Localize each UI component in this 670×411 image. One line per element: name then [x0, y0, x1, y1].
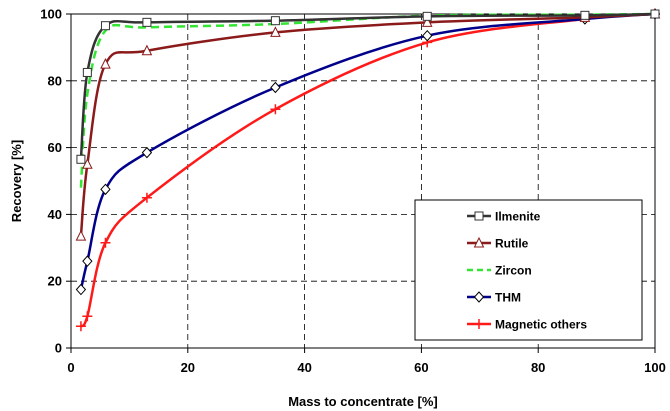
legend-label-magnetic-others: Magnetic others: [495, 318, 587, 332]
legend-label-rutile: Rutile: [495, 237, 529, 251]
y-tick-label: 60: [48, 140, 62, 155]
data-point-thm: [82, 255, 93, 267]
y-tick-label: 20: [48, 274, 62, 289]
legend-marker-magnetic-others: [474, 319, 484, 329]
x-tick-label: 80: [531, 360, 545, 375]
data-point-ilmenite: [76, 154, 86, 164]
x-tick-label: 60: [414, 360, 428, 375]
data-point-ilmenite: [100, 21, 110, 31]
legend-item-ilmenite: Ilmenite: [467, 210, 541, 224]
legend-label-zircon: Zircon: [495, 264, 532, 278]
series-zircon: [79, 12, 656, 188]
data-point-ilmenite: [422, 11, 432, 21]
legend-item-zircon: Zircon: [467, 264, 532, 278]
data-point-rutile: [100, 57, 111, 69]
data-point-ilmenite: [142, 17, 152, 27]
data-point-ilmenite: [270, 16, 280, 26]
data-point-rutile: [421, 16, 433, 27]
data-point-magnetic-others: [270, 104, 281, 115]
y-tick-label: 100: [40, 7, 62, 22]
series-line-thm: [79, 12, 656, 290]
legend-item-rutile: Rutile: [467, 237, 529, 251]
data-point-rutile: [270, 26, 281, 37]
legend-item-magnetic-others: Magnetic others: [467, 318, 587, 332]
x-tick-label: 20: [181, 360, 195, 375]
legend-item-thm: THM: [467, 291, 521, 305]
plot-frame: [70, 13, 656, 349]
legend-marker-thm: [473, 291, 485, 303]
data-point-thm: [141, 146, 153, 159]
data-point-rutile: [75, 229, 87, 241]
data-point-magnetic-others: [141, 192, 152, 203]
legend-label-ilmenite: Ilmenite: [495, 210, 541, 224]
legend-marker-ilmenite: [474, 211, 484, 221]
series-layer: [75, 7, 661, 332]
data-point-thm: [270, 81, 281, 94]
x-tick-label: 100: [644, 360, 666, 375]
y-axis-ticks: 0 20 40 60 80 100: [40, 7, 71, 356]
data-point-thm: [75, 283, 87, 296]
grid-lines: [71, 14, 655, 348]
series-line-zircon: [79, 12, 656, 188]
data-point-magnetic-others: [75, 321, 86, 332]
series-ilmenite: [76, 9, 660, 164]
data-point-ilmenite: [580, 10, 590, 20]
y-axis-label: Recovery [%]: [9, 140, 24, 222]
data-point-ilmenite: [82, 67, 92, 77]
legend-label-thm: THM: [495, 291, 521, 305]
y-tick-label: 40: [48, 207, 62, 222]
series-line-ilmenite: [79, 12, 656, 160]
series-line-rutile: [79, 12, 656, 237]
legend: Ilmenite Rutile Zircon THM Magnetic others: [414, 199, 643, 341]
data-point-magnetic-others: [100, 237, 111, 248]
data-point-rutile: [141, 44, 153, 56]
legend-marker-rutile: [473, 236, 485, 248]
y-tick-label: 80: [48, 73, 62, 88]
y-tick-label: 0: [55, 341, 62, 356]
legend-box: [414, 199, 643, 341]
x-axis-ticks: 0 20 40 60 80 100: [67, 348, 666, 375]
x-tick-label: 0: [67, 360, 74, 375]
data-point-magnetic-others: [82, 311, 93, 322]
data-point-thm: [422, 29, 433, 42]
data-point-rutile: [82, 158, 93, 169]
x-tick-label: 40: [297, 360, 311, 375]
data-point-ilmenite: [650, 9, 660, 19]
data-point-thm: [100, 183, 111, 196]
x-axis-label: Mass to concentrate [%]: [288, 394, 438, 409]
